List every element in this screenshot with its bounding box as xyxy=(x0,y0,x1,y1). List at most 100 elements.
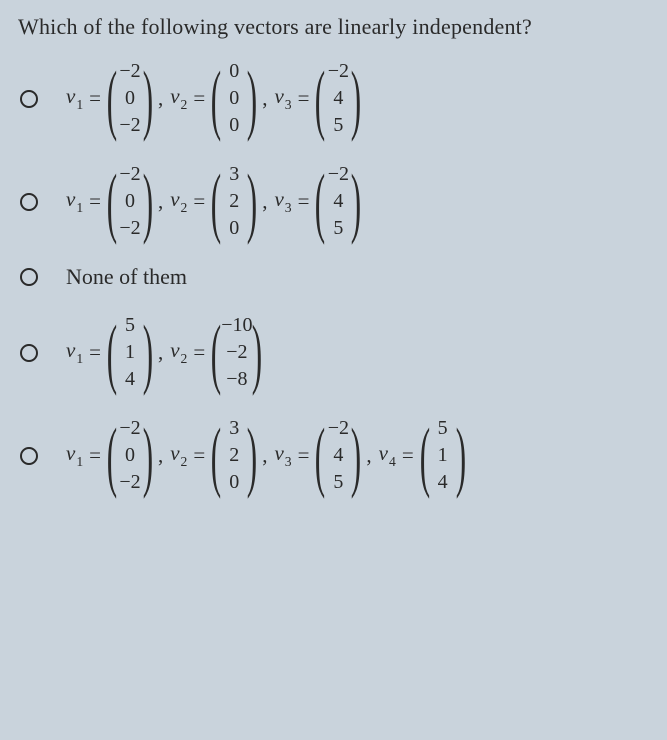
vector: (000) xyxy=(211,58,257,139)
vector-entry: 5 xyxy=(333,469,343,496)
vector: (−245) xyxy=(315,161,361,242)
option-row: v1=(514),v2=(−10−2−8) xyxy=(20,312,655,393)
vector-entry: −2 xyxy=(119,215,140,242)
comma: , xyxy=(158,443,163,468)
vector-label: v1 xyxy=(66,187,83,215)
vector-label: v2 xyxy=(170,441,187,469)
vector-entry: 1 xyxy=(125,339,135,366)
vector: (−245) xyxy=(315,58,361,139)
vector-entry: 0 xyxy=(125,442,135,469)
vector-entry: −10 xyxy=(221,312,252,339)
vector-label: v1 xyxy=(66,441,83,469)
vector-entry: 2 xyxy=(229,442,239,469)
vector: (514) xyxy=(107,312,153,393)
radio-button[interactable] xyxy=(20,344,38,362)
vector-entry: 4 xyxy=(333,188,343,215)
options-list: v1=(−20−2),v2=(000),v3=(−245)v1=(−20−2),… xyxy=(20,58,655,496)
option-expression: v1=(−20−2),v2=(320),v3=(−245),v4=(514) xyxy=(66,415,466,496)
vector-label: v4 xyxy=(379,441,396,469)
vector-entry: 2 xyxy=(229,188,239,215)
vector-column: −20−2 xyxy=(117,58,143,139)
vector: (−20−2) xyxy=(107,161,153,242)
vector-entry: 4 xyxy=(333,85,343,112)
comma: , xyxy=(366,443,371,468)
vector-entry: −2 xyxy=(328,58,349,85)
radio-button[interactable] xyxy=(20,447,38,465)
vector-column: −20−2 xyxy=(117,161,143,242)
vector-entry: −2 xyxy=(328,161,349,188)
vector-label: v2 xyxy=(170,338,187,366)
vector: (−245) xyxy=(315,415,361,496)
equals-sign: = xyxy=(193,443,205,468)
vector: (−10−2−8) xyxy=(211,312,262,393)
option-row: v1=(−20−2),v2=(000),v3=(−245) xyxy=(20,58,655,139)
comma: , xyxy=(262,86,267,111)
option-row: v1=(−20−2),v2=(320),v3=(−245) xyxy=(20,161,655,242)
radio-button[interactable] xyxy=(20,268,38,286)
equals-sign: = xyxy=(193,189,205,214)
equals-sign: = xyxy=(89,443,101,468)
question-text: Which of the following vectors are linea… xyxy=(18,14,655,40)
comma: , xyxy=(158,189,163,214)
vector-column: 514 xyxy=(117,312,143,393)
vector-column: −20−2 xyxy=(117,415,143,496)
vector-column: −245 xyxy=(325,161,351,242)
vector: (320) xyxy=(211,161,257,242)
vector: (−20−2) xyxy=(107,415,153,496)
vector-column: −245 xyxy=(325,58,351,139)
vector-entry: 0 xyxy=(229,215,239,242)
vector-entry: 3 xyxy=(229,415,239,442)
vector-entry: −2 xyxy=(119,415,140,442)
option-text: None of them xyxy=(66,264,187,290)
vector-entry: 0 xyxy=(229,469,239,496)
equals-sign: = xyxy=(193,86,205,111)
equals-sign: = xyxy=(89,189,101,214)
equals-sign: = xyxy=(402,443,414,468)
vector-column: 000 xyxy=(221,58,247,139)
comma: , xyxy=(262,189,267,214)
vector: (320) xyxy=(211,415,257,496)
equals-sign: = xyxy=(193,340,205,365)
vector-entry: 5 xyxy=(438,415,448,442)
vector-entry: −8 xyxy=(226,366,247,393)
vector: (−20−2) xyxy=(107,58,153,139)
vector-entry: −2 xyxy=(119,469,140,496)
vector-label: v3 xyxy=(274,187,291,215)
vector-entry: 4 xyxy=(438,469,448,496)
vector-entry: −2 xyxy=(119,161,140,188)
vector-label: v3 xyxy=(274,84,291,112)
vector-column: 320 xyxy=(221,415,247,496)
vector-entry: 0 xyxy=(125,85,135,112)
radio-button[interactable] xyxy=(20,90,38,108)
vector-label: v3 xyxy=(274,441,291,469)
vector-entry: 0 xyxy=(125,188,135,215)
vector-column: −10−2−8 xyxy=(221,312,252,393)
option-expression: v1=(−20−2),v2=(000),v3=(−245) xyxy=(66,58,361,139)
vector-entry: 5 xyxy=(333,112,343,139)
vector-entry: −2 xyxy=(119,58,140,85)
equals-sign: = xyxy=(298,86,310,111)
equals-sign: = xyxy=(298,443,310,468)
vector-entry: 5 xyxy=(125,312,135,339)
vector-label: v2 xyxy=(170,84,187,112)
vector-entry: −2 xyxy=(226,339,247,366)
vector-entry: 3 xyxy=(229,161,239,188)
vector-entry: 0 xyxy=(229,58,239,85)
option-expression: v1=(514),v2=(−10−2−8) xyxy=(66,312,262,393)
option-row: v1=(−20−2),v2=(320),v3=(−245),v4=(514) xyxy=(20,415,655,496)
vector-entry: 4 xyxy=(333,442,343,469)
equals-sign: = xyxy=(298,189,310,214)
vector-column: 320 xyxy=(221,161,247,242)
vector-entry: 5 xyxy=(333,215,343,242)
vector-column: −245 xyxy=(325,415,351,496)
vector-entry: 0 xyxy=(229,112,239,139)
equals-sign: = xyxy=(89,86,101,111)
vector-label: v1 xyxy=(66,338,83,366)
radio-button[interactable] xyxy=(20,193,38,211)
vector: (514) xyxy=(420,415,466,496)
vector-entry: −2 xyxy=(328,415,349,442)
vector-label: v1 xyxy=(66,84,83,112)
comma: , xyxy=(158,340,163,365)
question-page: Which of the following vectors are linea… xyxy=(0,0,667,508)
comma: , xyxy=(262,443,267,468)
